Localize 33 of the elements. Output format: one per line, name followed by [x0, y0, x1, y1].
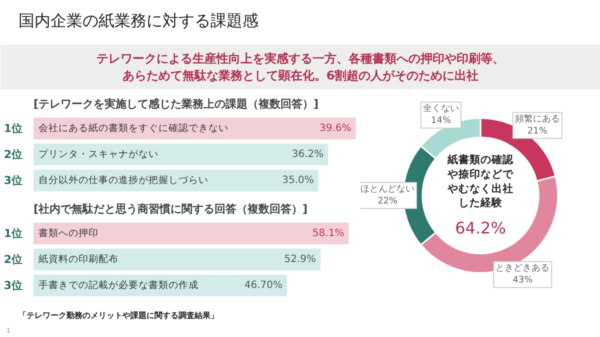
y-tick-label: 手書きでの記載が必要な書類の作成	[38, 279, 198, 291]
text: 国内企業の紙業務に対する課題感	[18, 10, 258, 30]
chart-title: [テレワークを実施して感じた業務上の課題（複数回答）]	[34, 98, 319, 110]
text: 64.2%	[455, 218, 506, 238]
text: 2位	[4, 148, 22, 161]
slice-label: 全くない	[422, 103, 459, 114]
text: 3位	[4, 279, 22, 292]
y-tick-label: 書類への押印	[38, 227, 98, 239]
slice-label: ほとんどない	[360, 184, 415, 194]
data-label: 21%	[527, 126, 548, 136]
y-tick-label: 紙資料の印刷配布	[38, 253, 118, 265]
data-label: 43%	[512, 276, 534, 286]
data-label: 35.0%	[282, 175, 314, 186]
chart-title: [社内で無駄だと思う商習慣に関する回答（複数回答）]	[34, 202, 308, 216]
text: 3位	[4, 174, 22, 187]
text: テレワークによる生産性向上を実感する一方、各種書類への押印や印刷等、あらためて無駄な業務として顕在化。6割超の人がそのために出社	[96, 52, 504, 82]
data-label: 36.2%	[292, 149, 324, 160]
data-label: 39.6%	[319, 123, 352, 134]
text: 1位	[4, 122, 22, 135]
data-label: 22%	[378, 196, 398, 206]
data-label: 58.1%	[312, 228, 344, 239]
text: 紙書類の確認や捺印などでやむなく出社した経験	[446, 153, 514, 210]
y-tick-label: プリンタ・スキャナがない	[38, 148, 158, 160]
slice-label: ときどきある	[496, 264, 550, 274]
data-label: 52.9%	[284, 254, 316, 265]
y-tick-label: 会社にある紙の書類をすぐに確認できない	[38, 122, 228, 134]
slice-label: 頻繁にある	[514, 113, 560, 124]
data-label: 46.70%	[244, 280, 282, 291]
data-label: 14%	[430, 116, 452, 126]
text: 2位	[4, 253, 22, 266]
text: 「テレワーク勤務のメリットや課題に関する調査結果」	[18, 310, 218, 320]
text: 1位	[4, 227, 22, 240]
y-tick-label: 自分以外の仕事の進捗が把握しづらい	[38, 174, 208, 186]
